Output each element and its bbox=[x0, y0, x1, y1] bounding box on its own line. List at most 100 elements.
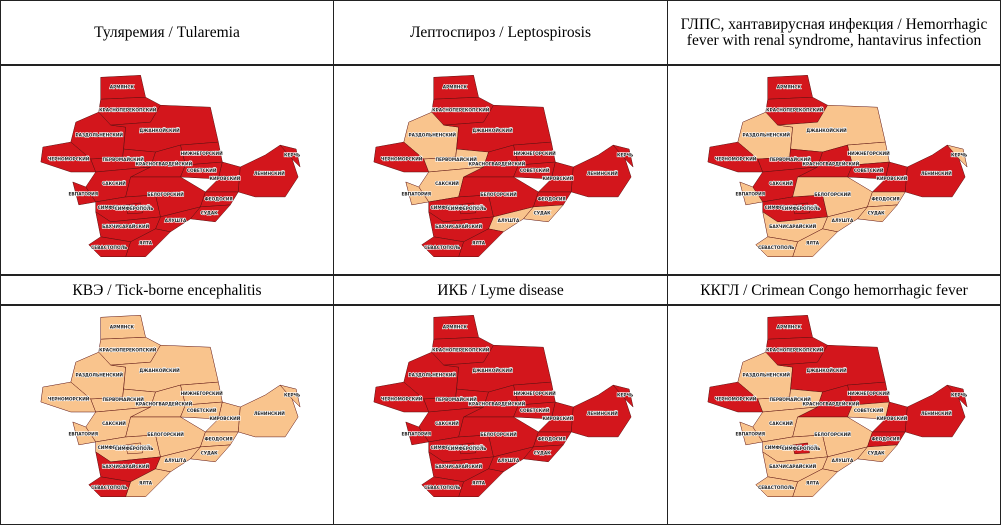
region-label: СОВЕТСКИЙ bbox=[187, 406, 217, 414]
region-label: ЯЛТА bbox=[472, 481, 486, 487]
region bbox=[238, 384, 299, 438]
region-label: ПЕРВОМАЙСКИЙ bbox=[769, 395, 811, 403]
region bbox=[571, 384, 632, 438]
map: АРМЯНСК КРАСНОПЕРЕКОПСКИЙ РАЗДОЛЬНЕНСКИЙ ЧЕ… bbox=[707, 75, 968, 257]
region-label: НИЖНЕГОРСКИЙ bbox=[848, 149, 891, 157]
map-regions: АРМЯНСК КРАСНОПЕРЕКОПСКИЙ РАЗДОЛЬНЕНСКИЙ ЧЕ… bbox=[707, 315, 968, 497]
region-label: ЛЕНИНСКИЙ bbox=[921, 169, 952, 177]
region bbox=[238, 144, 299, 198]
region-label: РАЗДОЛЬНЕНСКИЙ bbox=[409, 370, 457, 378]
region-label: КЕРЧЬ bbox=[284, 393, 300, 399]
region-label: ЯЛТА bbox=[806, 241, 820, 247]
region-label: КЕРЧЬ bbox=[284, 153, 300, 159]
region-label: ДЖАНКОЙСКИЙ bbox=[139, 126, 180, 134]
region-label: АРМЯНСК bbox=[443, 85, 468, 91]
region-label: СИМФЕРОПОЛЬСКИЙ bbox=[431, 443, 484, 451]
region-label: ДЖАНКОЙСКИЙ bbox=[139, 366, 180, 374]
region-label: СИМФЕРОПОЛЬ bbox=[782, 446, 821, 452]
region-label: ФЕОДОСИЯ bbox=[205, 196, 233, 202]
region-label: БАХЧИСАРАЙСКИЙ bbox=[102, 222, 149, 230]
map-regions: АРМЯНСК КРАСНОПЕРЕКОПСКИЙ РАЗДОЛЬНЕНСКИЙ ЧЕ… bbox=[373, 315, 634, 497]
region-label: ПЕРВОМАЙСКИЙ bbox=[102, 155, 144, 163]
region-label: СЕВАСТОПОЛЬ bbox=[91, 245, 127, 251]
region-label: ДЖАНКОЙСКИЙ bbox=[472, 126, 513, 134]
region bbox=[279, 144, 301, 168]
region-label: БАХЧИСАРАЙСКИЙ bbox=[435, 222, 482, 230]
region-label: КИРОВСКИЙ bbox=[877, 174, 908, 182]
cell-title: Лептоспироз / Leptospirosis bbox=[333, 0, 668, 66]
region-label: ЛЕНИНСКИЙ bbox=[587, 169, 618, 177]
region-label: БАХЧИСАРАЙСКИЙ bbox=[102, 462, 149, 470]
region-label: КЕРЧЬ bbox=[617, 393, 633, 399]
region-label: РАЗДОЛЬНЕНСКИЙ bbox=[743, 370, 791, 378]
region-label: СУДАК bbox=[534, 451, 552, 457]
region-label: КИРОВСКИЙ bbox=[210, 414, 241, 422]
region-label: БАХЧИСАРАЙСКИЙ bbox=[769, 462, 816, 470]
region bbox=[946, 144, 968, 168]
region-label: ЯЛТА bbox=[806, 481, 820, 487]
region-label: СЕВАСТОПОЛЬ bbox=[758, 245, 794, 251]
region-label: СИМФЕРОПОЛЬ bbox=[448, 206, 487, 212]
region-label: РАЗДОЛЬНЕНСКИЙ bbox=[743, 130, 791, 138]
region-label: СУДАК bbox=[201, 451, 219, 457]
region bbox=[755, 476, 798, 497]
region-label: КЕРЧЬ bbox=[951, 153, 967, 159]
map-cell: АРМЯНСК КРАСНОПЕРЕКОПСКИЙ РАЗДОЛЬНЕНСКИЙ ЧЕ… bbox=[0, 64, 334, 275]
map: АРМЯНСК КРАСНОПЕРЕКОПСКИЙ РАЗДОЛЬНЕНСКИЙ ЧЕ… bbox=[40, 75, 301, 257]
region-label: СОВЕТСКИЙ bbox=[854, 406, 884, 414]
region-label: АЛУШТА bbox=[832, 218, 854, 224]
region-label: ЕВПАТОРИЯ bbox=[401, 191, 431, 197]
region-label: СИМФЕРОПОЛЬСКИЙ bbox=[431, 203, 484, 211]
region-label: ДЖАНКОЙСКИЙ bbox=[806, 126, 847, 134]
region-label: БЕЛОГОРСКИЙ bbox=[147, 430, 184, 438]
region-label: АЛУШТА bbox=[165, 218, 187, 224]
region-label: КРАСНОГВАРДЕЙСКИЙ bbox=[468, 399, 525, 407]
region-label: ЛЕНИНСКИЙ bbox=[254, 409, 285, 417]
region-label: АРМЯНСК bbox=[110, 325, 135, 331]
region-label: САКСКИЙ bbox=[769, 179, 793, 187]
region-label: СЕВАСТОПОЛЬ bbox=[424, 245, 460, 251]
region-label: ЛЕНИНСКИЙ bbox=[254, 169, 285, 177]
region-label: НИЖНЕГОРСКИЙ bbox=[514, 149, 557, 157]
region-label: ФЕОДОСИЯ bbox=[872, 436, 900, 442]
region-label: ПЕРВОМАЙСКИЙ bbox=[102, 395, 144, 403]
region-label: ЧЕРНОМОРСКИЙ bbox=[48, 395, 90, 403]
region bbox=[792, 442, 810, 455]
map-regions: АРМЯНСК КРАСНОПЕРЕКОПСКИЙ РАЗДОЛЬНЕНСКИЙ ЧЕ… bbox=[40, 75, 301, 257]
region-label: БЕЛОГОРСКИЙ bbox=[480, 430, 517, 438]
region-label: ЧЕРНОМОРСКИЙ bbox=[715, 395, 757, 403]
map-regions: АРМЯНСК КРАСНОПЕРЕКОПСКИЙ РАЗДОЛЬНЕНСКИЙ ЧЕ… bbox=[373, 75, 634, 257]
region-label: ПЕРВОМАЙСКИЙ bbox=[435, 155, 477, 163]
region-label: НИЖНЕГОРСКИЙ bbox=[514, 389, 557, 397]
region-label: РАЗДОЛЬНЕНСКИЙ bbox=[76, 130, 124, 138]
region-label: СИМФЕРОПОЛЬ bbox=[115, 206, 154, 212]
region-label: КРАСНОПЕРЕКОПСКИЙ bbox=[432, 346, 490, 354]
region-label: ПЕРВОМАЙСКИЙ bbox=[769, 155, 811, 163]
region-label: КИРОВСКИЙ bbox=[543, 174, 574, 182]
map-cell: АРМЯНСК КРАСНОПЕРЕКОПСКИЙ РАЗДОЛЬНЕНСКИЙ ЧЕ… bbox=[667, 304, 1001, 525]
region-label: ФЕОДОСИЯ bbox=[872, 196, 900, 202]
region bbox=[458, 202, 476, 215]
region-label: КРАСНОПЕРЕКОПСКИЙ bbox=[766, 346, 824, 354]
region-label: АРМЯНСК bbox=[443, 325, 468, 331]
region-label: СИМФЕРОПОЛЬ bbox=[782, 206, 821, 212]
region-label: САКСКИЙ bbox=[435, 179, 459, 187]
region-label: СУДАК bbox=[868, 211, 886, 217]
region-label: ЕВПАТОРИЯ bbox=[735, 431, 765, 437]
region bbox=[125, 202, 143, 215]
region-label: СОВЕТСКИЙ bbox=[187, 166, 217, 174]
region-label: СУДАК bbox=[201, 211, 219, 217]
region-label: САКСКИЙ bbox=[435, 419, 459, 427]
region-label: САКСКИЙ bbox=[102, 179, 126, 187]
region-label: СЕВАСТОПОЛЬ bbox=[424, 485, 460, 491]
map-cell: АРМЯНСК КРАСНОПЕРЕКОПСКИЙ РАЗДОЛЬНЕНСКИЙ ЧЕ… bbox=[333, 64, 668, 275]
region-label: СИМФЕРОПОЛЬСКИЙ bbox=[98, 443, 151, 451]
region-label: АРМЯНСК bbox=[110, 85, 135, 91]
region-label: ЧЕРНОМОРСКИЙ bbox=[381, 155, 423, 163]
region-label: НИЖНЕГОРСКИЙ bbox=[848, 389, 891, 397]
map-cell: АРМЯНСК КРАСНОПЕРЕКОПСКИЙ РАЗДОЛЬНЕНСКИЙ ЧЕ… bbox=[667, 64, 1001, 275]
region-label: РАЗДОЛЬНЕНСКИЙ bbox=[409, 130, 457, 138]
region-label: СОВЕТСКИЙ bbox=[520, 406, 550, 414]
region-label: САКСКИЙ bbox=[769, 419, 793, 427]
